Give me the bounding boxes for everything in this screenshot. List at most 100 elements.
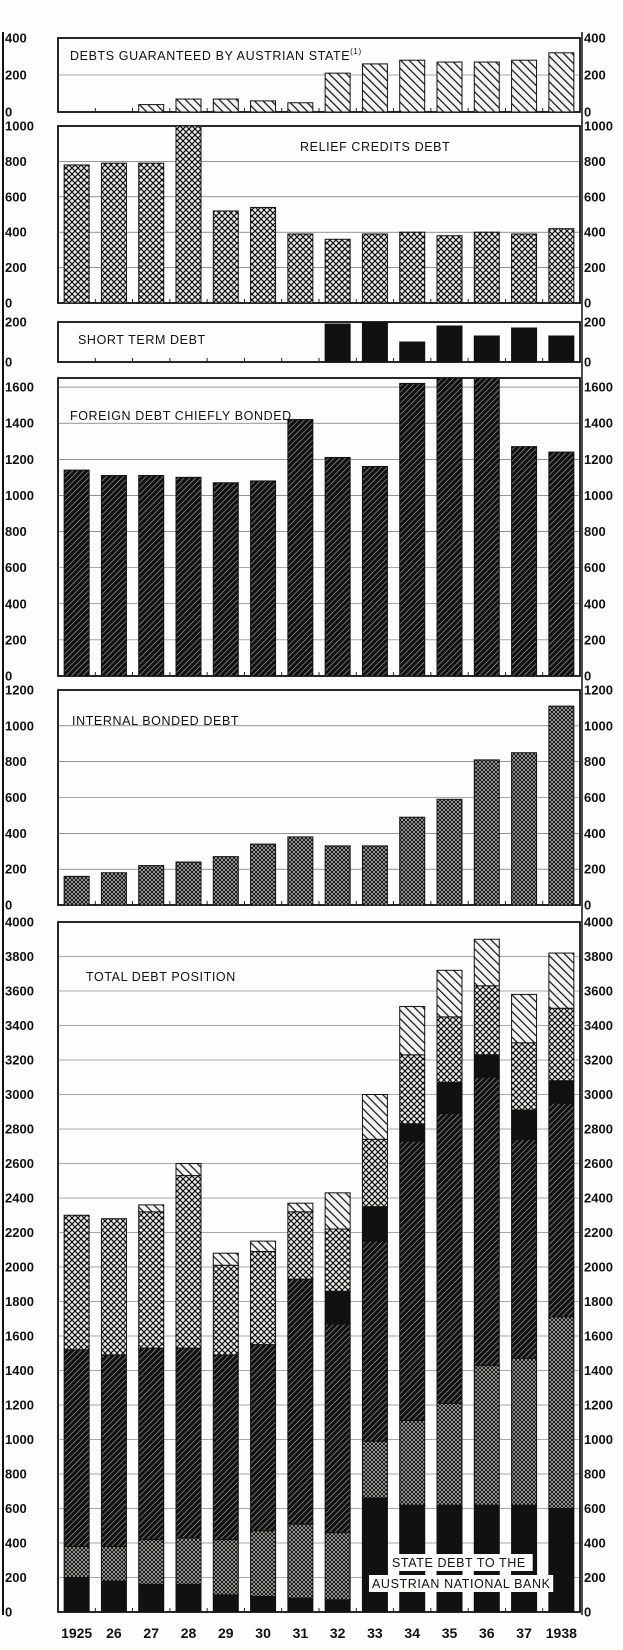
bar [399, 382, 426, 677]
bar-segment-foreign [324, 1323, 351, 1534]
bar-segment-guaranteed [361, 1094, 388, 1140]
bar [138, 475, 165, 677]
annotation-bg [389, 1554, 533, 1571]
x-tick-year: 30 [255, 1625, 271, 1641]
y-tick-left: 400 [5, 596, 27, 611]
y-tick-left: 2800 [5, 1122, 34, 1137]
x-tick-year: 29 [218, 1625, 234, 1641]
y-tick-left: 200 [5, 632, 27, 647]
bar-segment-guaranteed [473, 938, 500, 987]
chart-panels: 0 0 200 200 400 400 DEBTS GUARANTEED BY AUSTRI… [2, 31, 613, 1620]
y-tick-right: 3400 [584, 1018, 613, 1033]
bar-segment-nationalbank [361, 1497, 388, 1613]
y-tick-right: 400 [584, 31, 606, 46]
bar-segment-nationalbank [175, 1583, 202, 1613]
y-tick-right: 400 [584, 826, 606, 841]
x-tick-year: 36 [479, 1625, 495, 1641]
y-tick-left: 1400 [5, 1363, 34, 1378]
bar [361, 321, 388, 363]
x-tick-year: 31 [293, 1625, 309, 1641]
bar [324, 238, 351, 304]
bar-segment-nationalbank [63, 1577, 90, 1613]
y-tick-left: 1200 [5, 452, 34, 467]
x-tick-year: 33 [367, 1625, 383, 1641]
y-tick-left: 600 [5, 1501, 27, 1516]
bar-segment-internal [138, 1539, 165, 1585]
bar [361, 63, 388, 113]
panel-title: INTERNAL BONDED DEBT [72, 714, 239, 728]
y-tick-left: 2600 [5, 1156, 34, 1171]
bar [511, 233, 538, 304]
y-tick-right: 3000 [584, 1087, 613, 1102]
bar-segment-foreign [473, 1076, 500, 1366]
y-tick-left: 0 [5, 296, 12, 311]
bar-segment-foreign [361, 1240, 388, 1442]
y-tick-right: 400 [584, 225, 606, 240]
bar-segment-guaranteed [399, 1006, 426, 1056]
y-tick-left: 400 [5, 1536, 27, 1551]
bar-segment-relief [250, 1250, 277, 1346]
bar-segment-relief [548, 1007, 575, 1082]
bar-segment-guaranteed [511, 993, 538, 1044]
bar [399, 231, 426, 304]
y-tick-right: 200 [584, 862, 606, 877]
panel-title: DEBTS GUARANTEED BY AUSTRIAN STATE(1) [70, 47, 362, 63]
y-tick-right: 1000 [584, 1432, 613, 1447]
bar-segment-foreign [287, 1278, 314, 1525]
bar [63, 469, 90, 677]
bar [473, 61, 500, 113]
y-tick-left: 4000 [5, 915, 34, 930]
y-tick-right: 0 [584, 355, 591, 370]
y-tick-right: 1400 [584, 416, 613, 431]
y-tick-right: 600 [584, 560, 606, 575]
annotation-text: AUSTRIAN NATIONAL BANK [372, 1577, 551, 1591]
y-tick-left: 200 [5, 1570, 27, 1585]
bar-segment-short [399, 1123, 426, 1142]
y-tick-right: 200 [584, 260, 606, 275]
bar [324, 323, 351, 363]
bar-segment-foreign [399, 1140, 426, 1422]
y-tick-right: 600 [584, 189, 606, 204]
y-tick-left: 0 [5, 669, 12, 684]
y-tick-right: 1000 [584, 119, 613, 134]
bar-segment-relief [361, 1138, 388, 1208]
bar [399, 816, 426, 906]
panel-4: 0 0 200 200 400 400 600 600 800 800 1000 1000 1200 12… [5, 377, 613, 684]
y-tick-left: 400 [5, 31, 27, 46]
bar-segment-nationalbank [250, 1595, 277, 1613]
bar-segment-guaranteed [175, 1163, 202, 1177]
bar [548, 52, 575, 113]
bar-segment-short [548, 1080, 575, 1104]
y-tick-left: 3200 [5, 1053, 34, 1068]
y-tick-left: 800 [5, 524, 27, 539]
bar [175, 476, 202, 677]
bar-segment-internal [250, 1530, 277, 1597]
x-tick-year: 37 [516, 1625, 532, 1641]
bar [250, 843, 277, 906]
bar [212, 856, 239, 906]
bar [138, 104, 165, 113]
y-tick-right: 1200 [584, 452, 613, 467]
y-tick-right: 800 [584, 154, 606, 169]
y-tick-right: 600 [584, 790, 606, 805]
bar-segment-foreign [436, 1112, 463, 1404]
bar [63, 875, 90, 906]
bar [548, 705, 575, 906]
bar [511, 446, 538, 677]
bar [138, 865, 165, 906]
bar-segment-internal [175, 1537, 202, 1585]
y-tick-left: 200 [5, 862, 27, 877]
bar [548, 451, 575, 677]
x-tick-year: 27 [143, 1625, 159, 1641]
y-tick-left: 1000 [5, 718, 34, 733]
bar-segment-foreign [175, 1347, 202, 1539]
bar-segment-internal [436, 1402, 463, 1506]
bar-segment-internal [361, 1440, 388, 1499]
y-tick-right: 800 [584, 1467, 606, 1482]
bar-segment-guaranteed [287, 1202, 314, 1213]
y-tick-left: 200 [5, 68, 27, 83]
bar-segment-relief [138, 1211, 165, 1349]
y-tick-right: 1800 [584, 1294, 613, 1309]
panel-6: 0 0 200 200 400 400 600 600 800 800 1000 1000 1200 12… [5, 915, 613, 1620]
bar-segment-short [436, 1081, 463, 1114]
